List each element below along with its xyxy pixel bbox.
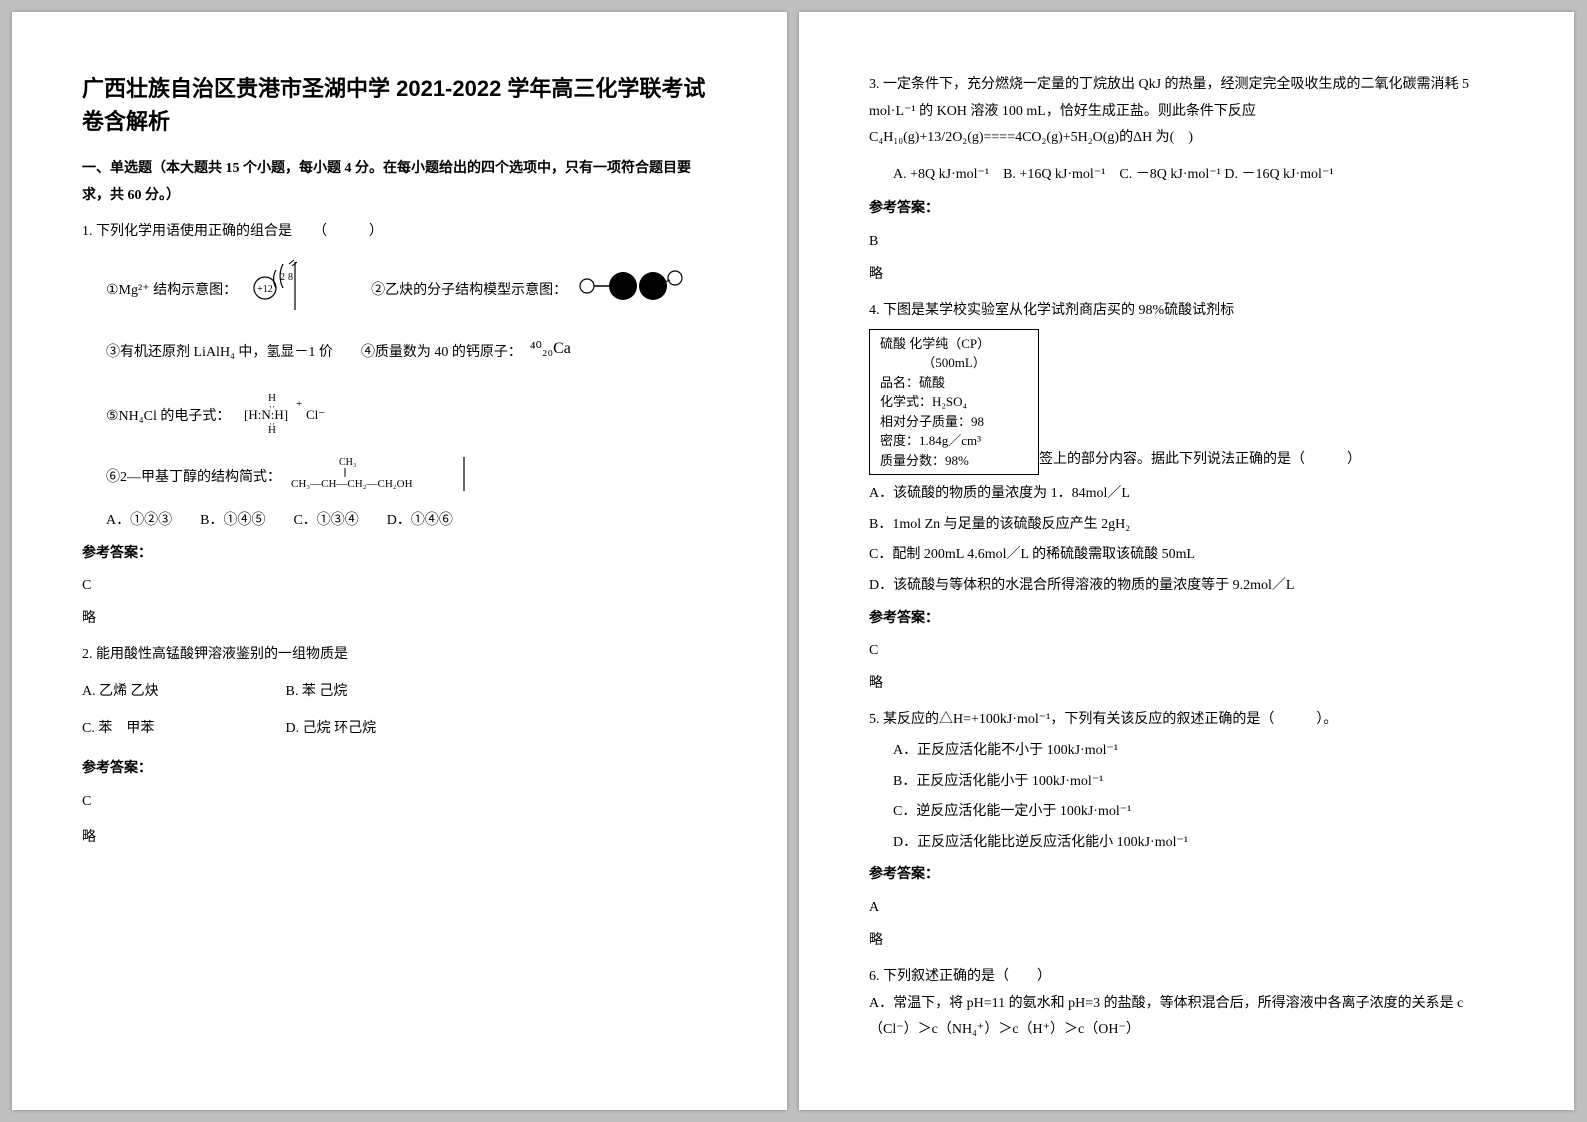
box-l6: 密度：1.84g／cm³	[880, 431, 1028, 451]
svg-text:··: ··	[269, 419, 275, 429]
q5-C: C．逆反应活化能一定小于 100kJ·mol⁻¹	[869, 799, 1504, 826]
svg-text:2: 2	[280, 272, 285, 283]
q5-B: B．正反应活化能小于 100kJ·mol⁻¹	[869, 769, 1504, 796]
q1-item4a: ④质量数为 40 的钙原子：	[361, 340, 522, 367]
q2-optC: C. 苯 甲苯	[82, 716, 282, 743]
page-right: 3. 一定条件下，充分燃烧一定量的丁烷放出 QkJ 的热量，经测定完全吸收生成的…	[799, 12, 1574, 1110]
box-l4: 化学式：H₂SO₄	[880, 392, 1028, 412]
q3-answer: B	[869, 229, 1504, 256]
svg-text:Cl⁻: Cl⁻	[306, 407, 325, 422]
q3-eq: C₄H₁₀(g)+13/2O₂(g)====4CO₂(g)+5H₂O(g)的ΔH…	[869, 125, 1504, 152]
svg-text:··: ··	[269, 402, 275, 412]
q1-omit: 略	[82, 606, 717, 633]
question-1: 1. 下列化学用语使用正确的组合是 （ ） ①Mg²⁺ 结构示意图： +12 2…	[82, 219, 717, 534]
q1-item4b: ⁴⁰₂₀Ca	[530, 334, 571, 364]
q4-omit: 略	[869, 671, 1504, 698]
svg-text:CH₃: CH₃	[339, 457, 356, 468]
section-1-head: 一、单选题（本大题共 15 个小题，每小题 4 分。在每小题给出的四个选项中，只…	[82, 156, 717, 209]
q5-omit: 略	[869, 928, 1504, 955]
q3-options: A. +8Q kJ·mol⁻¹ B. +16Q kJ·mol⁻¹ C. －8Q …	[869, 162, 1504, 189]
q4-A: A．该硫酸的物质的量浓度为 1．84mol／L	[869, 481, 1504, 508]
q1-item5: ⑤NH₄Cl 的电子式：	[82, 404, 230, 431]
q2-answer: C	[82, 789, 717, 816]
q4-answer: C	[869, 638, 1504, 665]
exam-title: 广西壮族自治区贵港市圣湖中学 2021-2022 学年高三化学联考试卷含解析	[82, 72, 717, 138]
box-l2: （500mL）	[880, 353, 1028, 373]
q2-optA: A. 乙烯 乙炔	[82, 679, 282, 706]
q1-item3: ③有机还原剂 LiAlH₄ 中，氢显－1 价	[82, 340, 333, 367]
q5-stem: 5. 某反应的△H=+100kJ·mol⁻¹，下列有关该反应的叙述正确的是（ ）…	[869, 707, 1504, 734]
mg-structure-icon: +12 2 8	[245, 258, 315, 325]
question-4: 4. 下图是某学校实验室从化学试剂商店买的 98%硫酸试剂标 硫酸 化学纯（CP…	[869, 298, 1504, 599]
svg-text:CH₃—CH—CH₂—CH₂OH: CH₃—CH—CH₂—CH₂OH	[291, 478, 413, 490]
q1-answer-label: 参考答案：	[82, 541, 717, 568]
q4-D: D．该硫酸与等体积的水混合所得溶液的物质的量浓度等于 9.2mol／L	[869, 573, 1504, 600]
box-l1: 硫酸 化学纯（CP）	[880, 334, 1028, 354]
q3-omit: 略	[869, 262, 1504, 289]
q4-B: B．1mol Zn 与足量的该硫酸反应产生 2gH₂	[869, 512, 1504, 539]
q1-stem: 1. 下列化学用语使用正确的组合是 （ ）	[82, 219, 717, 246]
acetylene-model-icon	[575, 266, 685, 317]
q4-C: C．配制 200mL 4.6mol／L 的稀硫酸需取该硫酸 50mL	[869, 542, 1504, 569]
box-l3: 品名：硫酸	[880, 373, 1028, 393]
page-left: 广西壮族自治区贵港市圣湖中学 2021-2022 学年高三化学联考试卷含解析 一…	[12, 12, 787, 1110]
q5-answer: A	[869, 895, 1504, 922]
q1-options: A．①②③ B．①④⑤ C．①③④ D．①④⑥	[82, 508, 717, 535]
q4-after-box: 签上的部分内容。据此下列说法正确的是（ ）	[1039, 447, 1361, 476]
q2-omit: 略	[82, 825, 717, 852]
q4-stem: 4. 下图是某学校实验室从化学试剂商店买的 98%硫酸试剂标	[869, 298, 1504, 325]
q5-D: D．正反应活化能比逆反应活化能小 100kJ·mol⁻¹	[869, 830, 1504, 857]
q1-item6a: ⑥2—甲基丁醇的结构简式：	[82, 465, 281, 492]
question-5: 5. 某反应的△H=+100kJ·mol⁻¹，下列有关该反应的叙述正确的是（ ）…	[869, 707, 1504, 856]
box-l5: 相对分子质量：98	[880, 412, 1028, 432]
q5-A: A．正反应活化能不小于 100kJ·mol⁻¹	[869, 738, 1504, 765]
q2-optD: D. 己烷 环己烷	[286, 721, 377, 736]
q4-answer-label: 参考答案：	[869, 606, 1504, 633]
svg-text:+: +	[296, 398, 302, 410]
question-6: 6. 下列叙述正确的是（ ） A．常温下，将 pH=11 的氨水和 pH=3 的…	[869, 964, 1504, 1044]
methylbutanol-icon: CH₃ CH₃—CH—CH₂—CH₂OH	[289, 453, 479, 504]
question-3: 3. 一定条件下，充分燃烧一定量的丁烷放出 QkJ 的热量，经测定完全吸收生成的…	[869, 72, 1504, 188]
svg-text:+12: +12	[257, 284, 273, 295]
svg-text:[H:N:H]: [H:N:H]	[244, 407, 288, 422]
svg-text:8: 8	[288, 272, 293, 283]
q2-optB: B. 苯 己烷	[286, 684, 348, 699]
q2-answer-label: 参考答案：	[82, 756, 717, 783]
q1-answer: C	[82, 573, 717, 600]
nh4cl-electron-icon: [H:N:H] H H ·· ·· + Cl⁻	[238, 387, 338, 448]
q1-item1-label: ①Mg²⁺ 结构示意图：	[82, 278, 237, 305]
q5-answer-label: 参考答案：	[869, 862, 1504, 889]
question-2: 2. 能用酸性高锰酸钾溶液鉴别的一组物质是 A. 乙烯 乙炔 B. 苯 己烷 C…	[82, 642, 717, 742]
box-l7: 质量分数：98%	[880, 451, 1028, 471]
q6-A: A．常温下，将 pH=11 的氨水和 pH=3 的盐酸，等体积混合后，所得溶液中…	[869, 991, 1504, 1044]
sulfuric-label-box: 硫酸 化学纯（CP） （500mL） 品名：硫酸 化学式：H₂SO₄ 相对分子质…	[869, 329, 1039, 476]
q3-answer-label: 参考答案：	[869, 196, 1504, 223]
q6-stem: 6. 下列叙述正确的是（ ）	[869, 964, 1504, 991]
q2-stem: 2. 能用酸性高锰酸钾溶液鉴别的一组物质是	[82, 642, 717, 669]
q1-item2-label: ②乙炔的分子结构模型示意图：	[371, 278, 567, 305]
q3-stem: 3. 一定条件下，充分燃烧一定量的丁烷放出 QkJ 的热量，经测定完全吸收生成的…	[869, 72, 1504, 125]
